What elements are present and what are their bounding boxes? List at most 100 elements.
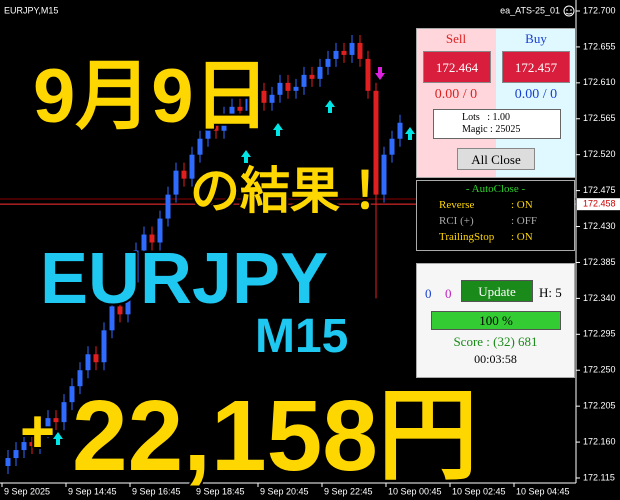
price-tick-label: 172.430 — [583, 221, 616, 231]
candle-body — [125, 282, 131, 315]
time-tick-label: 9 Sep 20:45 — [260, 486, 309, 496]
candle-body — [197, 138, 203, 155]
expert-name: ea_ATS-25_01 — [500, 5, 560, 15]
price-tick-label: 172.520 — [583, 149, 616, 159]
time-tick-label: 9 Sep 22:45 — [324, 486, 373, 496]
progress-label: 100 % — [479, 313, 513, 328]
candle-body — [293, 86, 299, 91]
progress-bar: 100 % — [431, 311, 561, 330]
price-tick-label: 172.160 — [583, 436, 616, 446]
price-tick-label: 172.205 — [583, 401, 616, 411]
candle-body — [333, 50, 339, 59]
candle-body — [165, 194, 171, 219]
candle-body — [109, 306, 115, 331]
candle-body — [173, 170, 179, 195]
candle-body — [205, 122, 211, 139]
candle-body — [141, 234, 147, 251]
candle-body — [133, 250, 139, 283]
autoclose-title: - AutoClose - — [465, 183, 526, 195]
price-tick-label: 172.610 — [583, 77, 616, 87]
sell-label: Sell — [445, 31, 467, 46]
candle-body — [269, 94, 275, 103]
price-tick-label: 172.295 — [583, 329, 616, 339]
sell-arrow — [375, 67, 385, 80]
symbol-label: EURJPY,M15 — [4, 5, 58, 15]
price-tick-label: 172.115 — [583, 472, 615, 482]
buy-pl: 0.00 / 0 — [514, 87, 558, 102]
autoclose-label: Reverse — [439, 199, 475, 211]
candle-body — [349, 42, 355, 55]
candle-body — [213, 122, 219, 131]
price-tick-label: 172.655 — [583, 41, 616, 51]
expert-icon — [563, 5, 575, 17]
autoclose-panel: - AutoClose - Reverse: ON RCI (+): OFF Tra… — [416, 180, 575, 251]
overlay-profit-sign: + — [20, 398, 55, 465]
overlay-timeframe: M15 — [255, 310, 348, 363]
price-tick-label: 172.565 — [583, 113, 616, 123]
overlay-pair: EURJPY — [40, 239, 328, 319]
sell-pl: 0.00 / 0 — [434, 87, 478, 102]
candle-body — [397, 122, 403, 139]
candle-body — [237, 106, 243, 111]
price-tick-label: 172.385 — [583, 257, 616, 267]
time-tick-label: 10 Sep 00:45 — [388, 486, 442, 496]
trade-panel: Sell Buy 172.464 172.457 0.00 / 0 0.00 /… — [416, 28, 575, 178]
buy-label: Buy — [525, 31, 547, 46]
candle-body — [245, 98, 251, 111]
buy-arrow — [53, 432, 63, 445]
candle-body — [301, 74, 307, 87]
candle-body — [69, 386, 75, 403]
candle-body — [77, 370, 83, 387]
candle-body — [13, 450, 19, 459]
candle-body — [309, 74, 315, 79]
count-a: 0 — [425, 286, 432, 301]
score: Score : (32) 681 — [453, 334, 538, 349]
buy-arrow — [241, 150, 251, 163]
candle-body — [93, 354, 99, 363]
lots: Lots : 1.00 — [462, 112, 511, 123]
time-tick-label: 10 Sep 04:45 — [516, 486, 570, 496]
axes: 172.700 172.655 172.610 172.565 172.520 172.4… — [1, 5, 620, 496]
status-panel: 0 0 Update H: 5 100 % Score : (32) 681 0… — [416, 263, 575, 378]
buy-button[interactable]: 172.457 — [502, 51, 570, 83]
time-tick-label: 9 Sep 18:45 — [196, 486, 245, 496]
autoclose-value: : OFF — [511, 215, 537, 227]
candles — [5, 34, 403, 475]
time-tick-label: 10 Sep 02:45 — [452, 486, 506, 496]
price-tick-label: 172.250 — [583, 365, 616, 375]
candle-body — [221, 114, 227, 131]
candle-body — [189, 154, 195, 179]
update-button[interactable]: Update — [461, 280, 533, 302]
signal-arrows — [53, 67, 415, 445]
candle-body — [381, 154, 387, 195]
candle-body — [101, 330, 107, 363]
candle-body — [53, 418, 59, 423]
candle-body — [29, 442, 35, 447]
sell-button[interactable]: 172.464 — [423, 51, 491, 83]
candle-body — [277, 82, 283, 95]
candle-body — [373, 90, 379, 195]
candle-body — [37, 430, 43, 447]
price-tick-label: 172.475 — [583, 185, 616, 195]
candle-body — [117, 306, 123, 315]
buy-arrow — [325, 100, 335, 113]
current-price-label: 172.458 — [583, 199, 616, 209]
timer: 00:03:58 — [474, 352, 517, 366]
candle-body — [389, 138, 395, 155]
current-price-box — [577, 198, 620, 211]
time-tick-label: 9 Sep 16:45 — [132, 486, 181, 496]
autoclose-value: : ON — [511, 199, 533, 211]
candle-body — [149, 234, 155, 243]
candle-body — [157, 218, 163, 243]
autoclose-label: TrailingStop — [439, 231, 495, 243]
all-close-button[interactable]: All Close — [457, 148, 535, 170]
buy-arrow — [405, 127, 415, 140]
price-tick-label: 172.700 — [583, 5, 616, 15]
autoclose-value: : ON — [511, 231, 533, 243]
price-tick-label: 172.340 — [583, 293, 616, 303]
candle-body — [229, 106, 235, 115]
time-tick-label: 9 Sep 14:45 — [68, 486, 117, 496]
